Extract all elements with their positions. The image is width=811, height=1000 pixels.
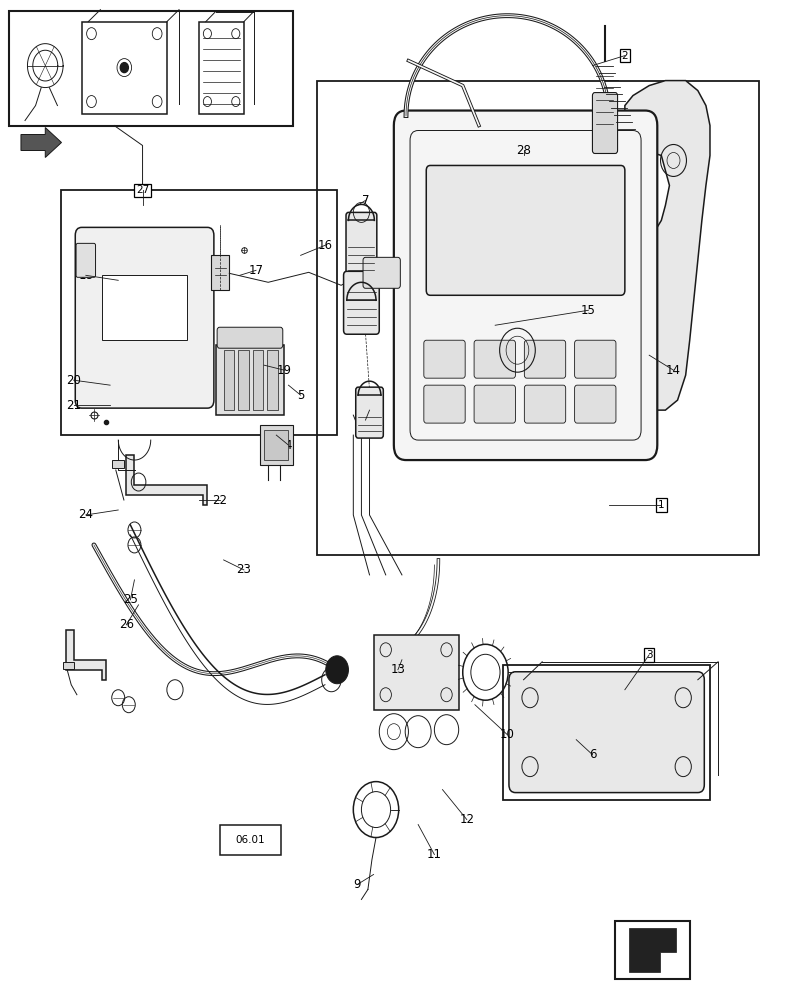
- Text: 26: 26: [118, 618, 134, 631]
- Polygon shape: [66, 630, 106, 680]
- Text: 11: 11: [427, 848, 441, 861]
- FancyBboxPatch shape: [199, 22, 243, 114]
- FancyBboxPatch shape: [355, 387, 383, 438]
- Text: 18: 18: [79, 269, 93, 282]
- Text: 13: 13: [390, 663, 405, 676]
- FancyBboxPatch shape: [260, 425, 292, 465]
- FancyBboxPatch shape: [102, 275, 187, 340]
- FancyBboxPatch shape: [474, 340, 515, 378]
- FancyBboxPatch shape: [503, 665, 709, 800]
- FancyBboxPatch shape: [426, 165, 624, 295]
- Text: 25: 25: [122, 593, 138, 606]
- Text: 15: 15: [580, 304, 595, 317]
- FancyBboxPatch shape: [252, 350, 263, 410]
- Text: 19: 19: [277, 364, 291, 377]
- Text: 9: 9: [353, 878, 361, 891]
- Text: 17: 17: [248, 264, 264, 277]
- Text: 2: 2: [620, 51, 628, 61]
- Text: 28: 28: [516, 144, 530, 157]
- FancyBboxPatch shape: [474, 385, 515, 423]
- FancyBboxPatch shape: [615, 921, 689, 979]
- FancyBboxPatch shape: [574, 385, 616, 423]
- Text: 7: 7: [361, 194, 369, 207]
- Text: 16: 16: [317, 239, 332, 252]
- Text: 4: 4: [285, 439, 292, 452]
- Text: 10: 10: [500, 728, 514, 741]
- FancyBboxPatch shape: [345, 212, 376, 278]
- FancyBboxPatch shape: [508, 672, 703, 793]
- FancyBboxPatch shape: [363, 257, 400, 288]
- Polygon shape: [624, 81, 709, 410]
- FancyBboxPatch shape: [82, 22, 167, 114]
- FancyBboxPatch shape: [264, 430, 288, 460]
- FancyBboxPatch shape: [219, 825, 281, 855]
- Circle shape: [325, 656, 348, 684]
- Polygon shape: [127, 455, 207, 505]
- Circle shape: [120, 63, 128, 73]
- FancyBboxPatch shape: [112, 460, 124, 468]
- FancyBboxPatch shape: [423, 385, 465, 423]
- FancyBboxPatch shape: [211, 255, 229, 290]
- FancyBboxPatch shape: [215, 345, 284, 415]
- Text: 27: 27: [135, 185, 149, 195]
- Text: 8: 8: [362, 414, 369, 427]
- Text: 1: 1: [657, 500, 664, 510]
- FancyBboxPatch shape: [592, 93, 617, 153]
- Text: 20: 20: [67, 374, 81, 387]
- Text: 12: 12: [459, 813, 474, 826]
- FancyBboxPatch shape: [373, 635, 458, 710]
- FancyBboxPatch shape: [393, 111, 656, 460]
- Text: 3: 3: [645, 650, 652, 660]
- Text: 22: 22: [212, 493, 227, 506]
- Polygon shape: [628, 928, 676, 972]
- FancyBboxPatch shape: [223, 350, 234, 410]
- Text: 6: 6: [588, 748, 595, 761]
- FancyBboxPatch shape: [75, 227, 213, 408]
- FancyBboxPatch shape: [343, 271, 379, 334]
- Text: 24: 24: [78, 508, 93, 521]
- Text: 14: 14: [665, 364, 680, 377]
- Text: 06.01: 06.01: [235, 835, 265, 845]
- FancyBboxPatch shape: [217, 327, 282, 348]
- FancyBboxPatch shape: [238, 350, 248, 410]
- Text: 5: 5: [297, 389, 304, 402]
- FancyBboxPatch shape: [76, 243, 96, 277]
- Polygon shape: [21, 128, 62, 157]
- FancyBboxPatch shape: [63, 662, 75, 669]
- FancyBboxPatch shape: [574, 340, 616, 378]
- FancyBboxPatch shape: [9, 11, 292, 126]
- FancyBboxPatch shape: [267, 350, 277, 410]
- Text: 23: 23: [236, 563, 251, 576]
- FancyBboxPatch shape: [524, 385, 565, 423]
- Text: 21: 21: [66, 399, 81, 412]
- FancyBboxPatch shape: [423, 340, 465, 378]
- FancyBboxPatch shape: [524, 340, 565, 378]
